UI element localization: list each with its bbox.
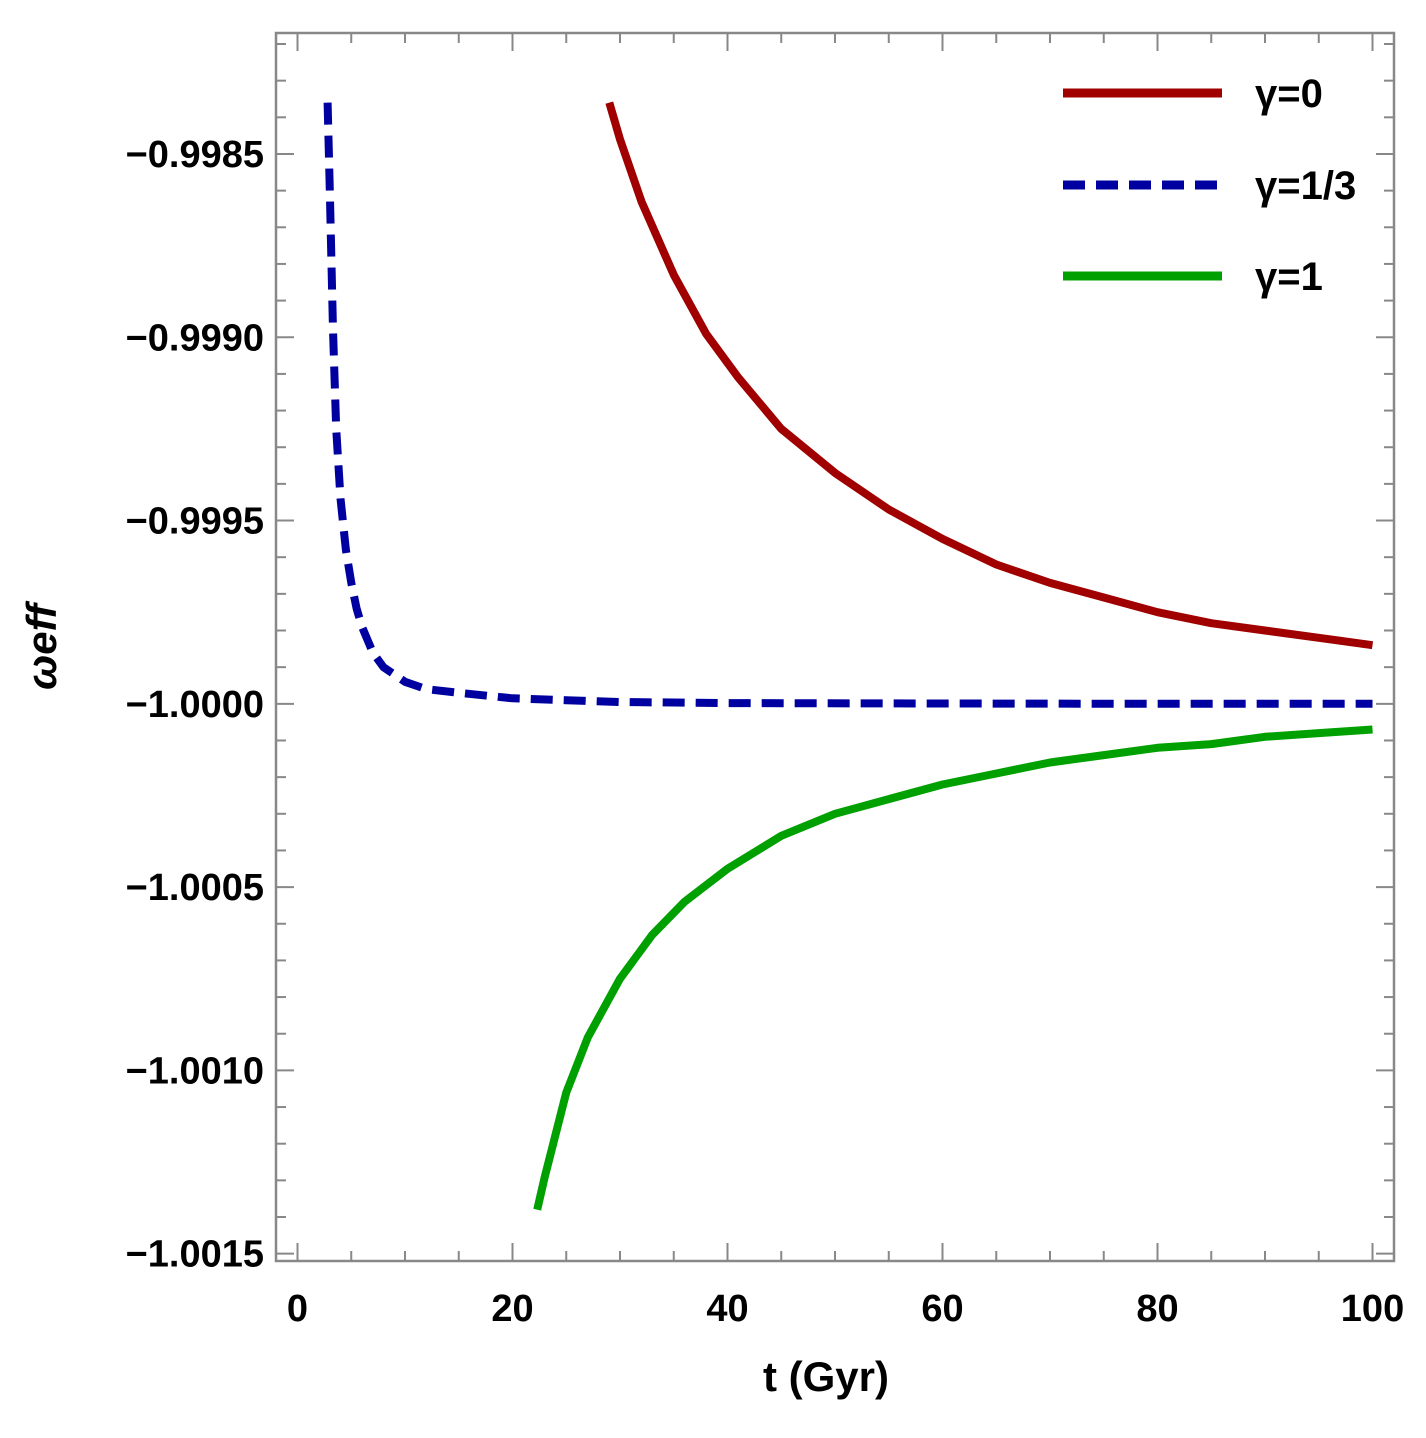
- y-tick-label: −1.0005: [126, 867, 264, 909]
- x-tick-label: 40: [706, 1288, 748, 1330]
- y-tick-label: −1.0010: [126, 1050, 264, 1092]
- x-tick-label: 100: [1341, 1288, 1404, 1330]
- x-tick-labels: 0 20 40 60 80 100: [287, 1288, 1404, 1330]
- plot-frame: [274, 31, 1396, 1263]
- x-axis-title: t (Gyr): [763, 1353, 889, 1400]
- x-tick-label: 0: [287, 1288, 308, 1330]
- y-tick-labels: −0.9985 −0.9990 −0.9995 −1.0000 −1.0005 −1.00…: [126, 134, 264, 1276]
- legend-label-2: γ=1: [1255, 255, 1323, 299]
- y-axis-title: ωeff: [18, 600, 65, 690]
- legend-label-1: γ=1/3: [1255, 164, 1356, 208]
- series-line-0: [605, 101, 1374, 650]
- y-tick-label: −0.9990: [126, 317, 264, 359]
- y-tick-label: −0.9985: [126, 134, 264, 176]
- x-tick-label: 20: [491, 1288, 533, 1330]
- x-tick-label: 80: [1136, 1288, 1178, 1330]
- legend-label-0: γ=0: [1255, 72, 1323, 116]
- ticks: [276, 33, 1394, 1261]
- series-line-2: [533, 725, 1373, 1211]
- legend: γ=0 γ=1/3 γ=1: [1063, 72, 1356, 299]
- series-layer: [323, 101, 1374, 1211]
- y-tick-label: −0.9995: [126, 501, 264, 543]
- y-tick-label: −1.0000: [126, 684, 264, 726]
- y-tick-label: −1.0015: [126, 1234, 264, 1276]
- x-tick-label: 60: [921, 1288, 963, 1330]
- series-line-1: [323, 102, 1373, 708]
